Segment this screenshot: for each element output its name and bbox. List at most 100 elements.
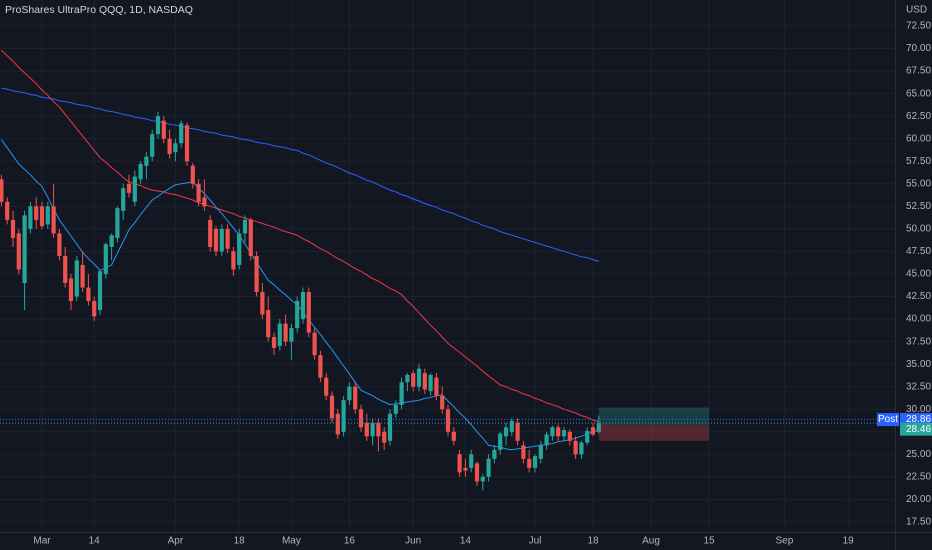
candle-body xyxy=(132,176,137,202)
y-tick-label: 30.00 xyxy=(906,404,931,415)
candle-body xyxy=(405,374,410,383)
candle-body xyxy=(144,156,149,166)
candle-body xyxy=(509,420,514,432)
y-tick-label: 32.50 xyxy=(906,381,931,392)
candle-body xyxy=(300,292,306,320)
candle-body xyxy=(341,400,346,432)
candle-body xyxy=(579,442,584,455)
last-price-tag xyxy=(900,422,932,436)
y-tick-label: 47.50 xyxy=(906,246,931,257)
x-tick-label: 16 xyxy=(344,536,356,547)
candle-body xyxy=(532,456,538,468)
y-tick-label: 25.00 xyxy=(906,449,931,460)
y-tick-label: 37.50 xyxy=(906,336,931,347)
candle-body xyxy=(440,395,445,410)
candle-body xyxy=(121,188,126,211)
x-tick-label: Sep xyxy=(776,536,794,547)
candle-body xyxy=(364,422,369,437)
candle-body xyxy=(231,251,236,270)
candle-body xyxy=(173,143,178,153)
candle-body xyxy=(411,373,416,387)
y-tick-label: 20.00 xyxy=(906,494,931,505)
candle-body xyxy=(115,208,120,238)
candle-body xyxy=(0,179,4,202)
candle-body xyxy=(295,301,300,329)
candle-body xyxy=(585,430,590,443)
candle-body xyxy=(434,377,439,396)
candle-body xyxy=(544,434,549,446)
candle-body xyxy=(521,445,526,459)
x-tick-label: Aug xyxy=(642,536,660,547)
candle-body xyxy=(57,233,62,256)
candle-body xyxy=(150,134,155,157)
candle-body xyxy=(474,463,480,482)
candle-body xyxy=(358,409,364,428)
post-price-label: 28.86 xyxy=(906,414,931,425)
candle-body xyxy=(370,422,375,437)
moving-average-line xyxy=(1,49,599,423)
candle-body xyxy=(10,219,16,238)
y-tick-label: 22.50 xyxy=(906,472,931,483)
candle-body xyxy=(248,219,253,256)
chart-title: ProShares UltraPro QQQ, 1D, NASDAQ xyxy=(5,4,193,16)
candle-body xyxy=(393,404,398,414)
candle-body xyxy=(80,264,85,288)
x-tick-label: Jun xyxy=(405,536,421,547)
post-tag xyxy=(877,413,899,427)
x-tick-label: 15 xyxy=(703,536,715,547)
x-tick-label: Apr xyxy=(168,536,184,547)
candle-body xyxy=(329,395,335,419)
candle-body xyxy=(28,206,33,229)
candle-body xyxy=(266,310,271,338)
candle-body xyxy=(590,427,596,435)
candle-body xyxy=(161,120,166,139)
candle-body xyxy=(97,271,103,311)
candle-body xyxy=(469,454,474,468)
candle-body xyxy=(271,337,277,348)
grid xyxy=(0,0,895,532)
candle-body xyxy=(39,206,45,227)
currency-label: USD xyxy=(906,5,927,16)
y-tick-label: 45.00 xyxy=(906,269,931,280)
candle-body xyxy=(567,431,572,441)
candle-body xyxy=(22,215,27,283)
y-tick-label: 17.50 xyxy=(906,517,931,528)
x-tick-label: 14 xyxy=(89,536,101,547)
candle-body xyxy=(457,454,462,473)
candle-body xyxy=(387,413,393,441)
candle-body xyxy=(428,374,433,392)
candle-body xyxy=(155,116,161,135)
candle-body xyxy=(190,165,195,184)
candle-body xyxy=(260,292,265,315)
x-tick-label: 18 xyxy=(587,536,599,547)
candle-body xyxy=(347,386,352,401)
candle-body xyxy=(324,377,329,396)
y-tick-label: 35.00 xyxy=(906,359,931,370)
candle-body xyxy=(422,373,427,390)
candle-body xyxy=(109,235,114,247)
candle-body xyxy=(498,433,503,450)
candle-body xyxy=(184,125,190,162)
y-tick-label: 62.50 xyxy=(906,111,931,122)
candle-body xyxy=(242,219,248,234)
plot-area xyxy=(0,49,895,491)
y-tick-label: 67.50 xyxy=(906,66,931,77)
y-tick-label: 70.00 xyxy=(906,43,931,54)
candle-body xyxy=(289,328,294,342)
position-stop-zone xyxy=(598,424,709,441)
candle-body xyxy=(16,233,21,270)
x-tick-label: 19 xyxy=(843,536,855,547)
candle-body xyxy=(51,206,56,234)
candle-body xyxy=(515,422,520,441)
candle-body xyxy=(277,323,282,347)
x-tick-label: 18 xyxy=(234,536,246,547)
candle-body xyxy=(208,219,213,247)
candle-body xyxy=(86,287,91,302)
x-tick-label: 14 xyxy=(460,536,472,547)
y-tick-label: 65.00 xyxy=(906,88,931,99)
candle-body xyxy=(45,206,50,225)
candle-body xyxy=(126,183,132,193)
candle-body xyxy=(353,386,358,410)
candle-body xyxy=(399,382,404,405)
